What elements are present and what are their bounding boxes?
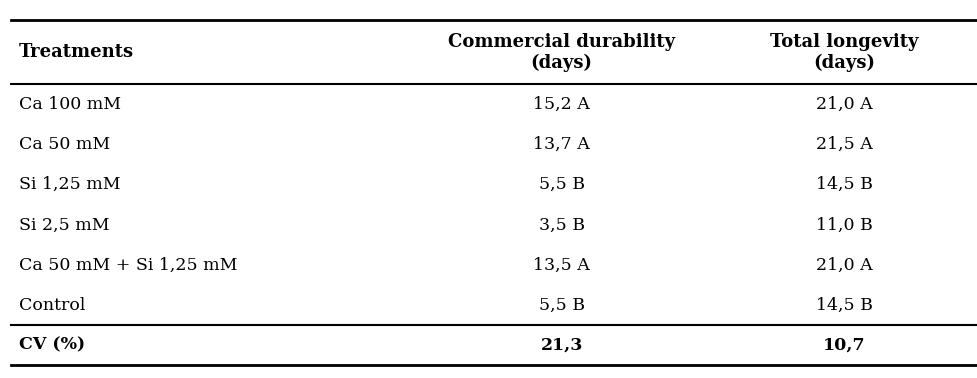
- Text: Ca 50 mM + Si 1,25 mM: Ca 50 mM + Si 1,25 mM: [19, 257, 237, 274]
- Text: 14,5 B: 14,5 B: [816, 176, 872, 193]
- Text: Si 2,5 mM: Si 2,5 mM: [19, 217, 109, 233]
- Text: 21,5 A: 21,5 A: [816, 136, 872, 153]
- Text: Treatments: Treatments: [19, 43, 134, 61]
- Text: 21,0 A: 21,0 A: [816, 257, 872, 274]
- Text: 15,2 A: 15,2 A: [533, 96, 590, 113]
- Text: 10,7: 10,7: [823, 337, 866, 354]
- Text: 21,0 A: 21,0 A: [816, 96, 872, 113]
- Text: 11,0 B: 11,0 B: [816, 217, 872, 233]
- Text: Ca 100 mM: Ca 100 mM: [19, 96, 121, 113]
- Text: 13,7 A: 13,7 A: [533, 136, 590, 153]
- Text: Commercial durability
(days): Commercial durability (days): [448, 33, 675, 72]
- Text: Total longevity
(days): Total longevity (days): [770, 33, 918, 72]
- Text: 5,5 B: 5,5 B: [538, 176, 584, 193]
- Text: 3,5 B: 3,5 B: [538, 217, 584, 233]
- Text: Ca 50 mM: Ca 50 mM: [19, 136, 110, 153]
- Text: Si 1,25 mM: Si 1,25 mM: [19, 176, 120, 193]
- Text: CV (%): CV (%): [19, 337, 85, 354]
- Text: 21,3: 21,3: [540, 337, 582, 354]
- Text: 13,5 A: 13,5 A: [533, 257, 590, 274]
- Text: 14,5 B: 14,5 B: [816, 297, 872, 314]
- Text: Control: Control: [19, 297, 85, 314]
- Text: 5,5 B: 5,5 B: [538, 297, 584, 314]
